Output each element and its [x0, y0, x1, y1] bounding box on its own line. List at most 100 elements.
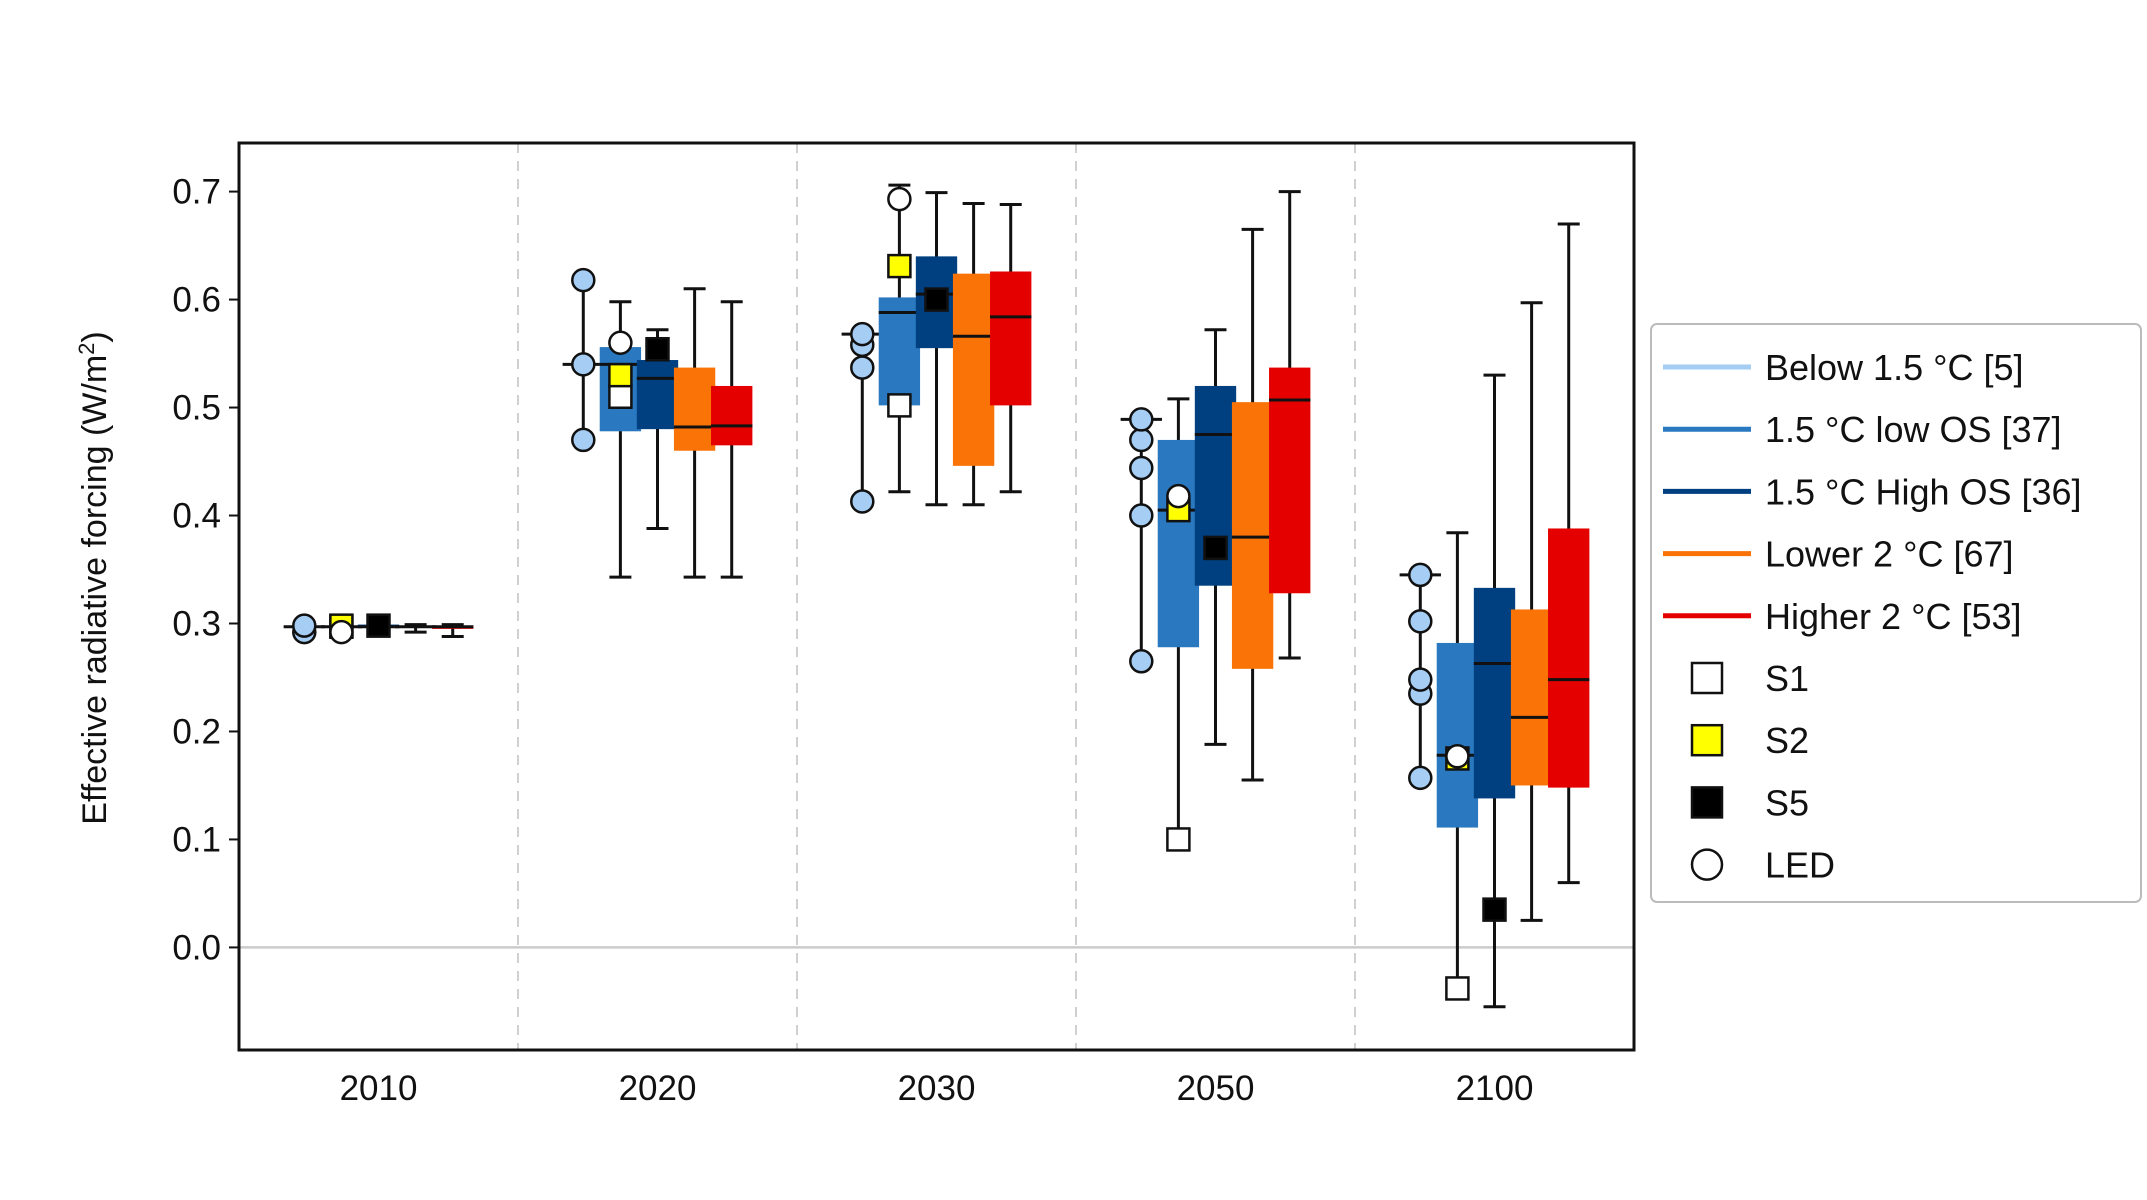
legend-label: Lower 2 °C [67] — [1765, 534, 2014, 575]
box-Higher 2 °C [53] — [711, 300, 753, 579]
legend-frame — [1650, 323, 2142, 903]
marker-S5 — [645, 336, 670, 362]
box-body — [1548, 528, 1590, 788]
y-tick-label: 0.5 — [172, 389, 221, 428]
below-1-5-point — [1129, 455, 1154, 481]
marker-S1 — [608, 384, 633, 409]
marker-LED — [887, 186, 912, 212]
legend-label: S2 — [1765, 720, 1809, 761]
box-body — [1510, 609, 1553, 786]
box-1.5 °C High OS [36] — [636, 328, 679, 530]
marker-S5 — [1203, 535, 1228, 561]
below-1-5-point — [1408, 609, 1433, 634]
marker-S2 — [887, 253, 912, 279]
below-1-5-point — [850, 355, 875, 380]
below-1-5-point — [850, 321, 875, 347]
below-1-5-point — [571, 352, 596, 377]
below-1-5-point — [1129, 649, 1154, 674]
marker-LED — [608, 330, 633, 356]
y-tick-label: 0.0 — [172, 928, 221, 967]
legend-marker — [1690, 661, 1724, 695]
marker-S1 — [1166, 827, 1191, 852]
box-Higher 2 °C [53] — [990, 203, 1032, 494]
box-Below 1.5 °C [5] — [1120, 417, 1162, 663]
legend-label: Higher 2 °C [53] — [1765, 596, 2022, 637]
y-axis-label-main: Effective radiative forcing (W/m — [76, 355, 114, 825]
box-body — [1473, 587, 1516, 799]
y-tick-label: 0.6 — [172, 281, 221, 320]
x-tick-label: 2020 — [619, 1069, 697, 1108]
legend-marker — [1690, 848, 1724, 881]
marker-LED — [1166, 483, 1191, 509]
below-1-5-point — [1408, 562, 1433, 588]
x-tick-label: 2010 — [340, 1069, 418, 1108]
box-body — [1157, 439, 1200, 648]
separator-layer — [517, 143, 1356, 1050]
legend-marker — [1690, 786, 1724, 819]
legend-marker — [1690, 723, 1724, 757]
legend-items: Below 1.5 °C [5] 1.5 °C low OS [37] 1.5 °C… — [1663, 347, 2082, 886]
below-1-5-point — [850, 489, 875, 514]
below-1-5-point — [1408, 667, 1433, 692]
marker-LED — [1445, 744, 1470, 769]
box-body — [990, 271, 1032, 406]
below-1-5-point — [1129, 503, 1154, 528]
below-1-5-point — [571, 267, 596, 293]
y-axis-label-sup: 2 — [74, 343, 99, 355]
marker-S1 — [887, 393, 912, 418]
marker-layer — [329, 186, 1507, 1001]
legend: Below 1.5 °C [5] 1.5 °C low OS [37] 1.5 °C… — [1650, 323, 2142, 903]
marker-S5 — [366, 613, 391, 638]
marker-S5 — [1482, 897, 1507, 922]
below-1-5-point — [571, 427, 596, 453]
box-1.5 °C High OS [36] — [915, 191, 958, 507]
y-tick-label: 0.7 — [172, 173, 221, 212]
box-Lower 2 °C [67] — [1231, 227, 1274, 782]
x-tick-label: 2030 — [898, 1069, 976, 1108]
marker-S1 — [1445, 976, 1470, 1001]
below-points-layer — [292, 267, 1433, 791]
below-1-5-point — [1129, 407, 1154, 432]
x-tick-label: 2100 — [1456, 1069, 1534, 1108]
legend-label: S5 — [1765, 782, 1809, 823]
box-Lower 2 °C [67] — [952, 201, 995, 507]
box-body — [673, 367, 716, 451]
box-body — [1269, 367, 1311, 594]
legend-label: 1.5 °C High OS [36] — [1765, 471, 2082, 512]
y-axis-label-close: ) — [76, 331, 114, 342]
y-tick-label: 0.2 — [172, 712, 221, 751]
box-body — [711, 385, 753, 446]
x-tick-label: 2050 — [1177, 1069, 1255, 1108]
legend-label: 1.5 °C low OS [37] — [1765, 409, 2062, 450]
box-1.5 °C low OS [37] — [1157, 397, 1200, 841]
box-body — [1436, 642, 1479, 828]
below-1-5-point — [292, 613, 317, 638]
box-1.5 °C low OS [37] — [878, 183, 921, 494]
y-axis: 0.0 0.1 0.2 0.3 0.4 0.5 0.6 0.7 — [172, 173, 239, 967]
marker-S2 — [608, 362, 633, 388]
box-Lower 2 °C [67] — [673, 287, 716, 579]
box-Lower 2 °C [67] — [1510, 301, 1553, 922]
below-1-5-point — [1129, 427, 1154, 453]
marker-S5 — [924, 287, 949, 312]
below-1-5-point — [1408, 765, 1433, 791]
marker-LED — [329, 619, 354, 645]
box-Higher 2 °C [53] — [1269, 190, 1311, 660]
box-body — [952, 273, 995, 466]
box-Lower 2 °C [67] — [394, 623, 437, 634]
legend-label: LED — [1765, 845, 1835, 886]
box-body — [878, 297, 921, 406]
legend-label: S1 — [1765, 658, 1809, 699]
y-axis-label: Effective radiative forcing (W/m2) — [74, 331, 115, 824]
boxes-layer — [283, 183, 1590, 1009]
y-tick-label: 0.1 — [172, 820, 221, 859]
box-body — [1231, 402, 1274, 669]
box-body — [636, 360, 679, 430]
legend-label: Below 1.5 °C [5] — [1765, 347, 2024, 388]
x-axis: 2010 2020 2030 2050 2100 — [340, 1069, 1534, 1108]
y-tick-label: 0.3 — [172, 604, 221, 643]
box-Higher 2 °C [53] — [432, 623, 474, 638]
y-tick-label: 0.4 — [172, 497, 221, 536]
box-Higher 2 °C [53] — [1548, 222, 1590, 885]
